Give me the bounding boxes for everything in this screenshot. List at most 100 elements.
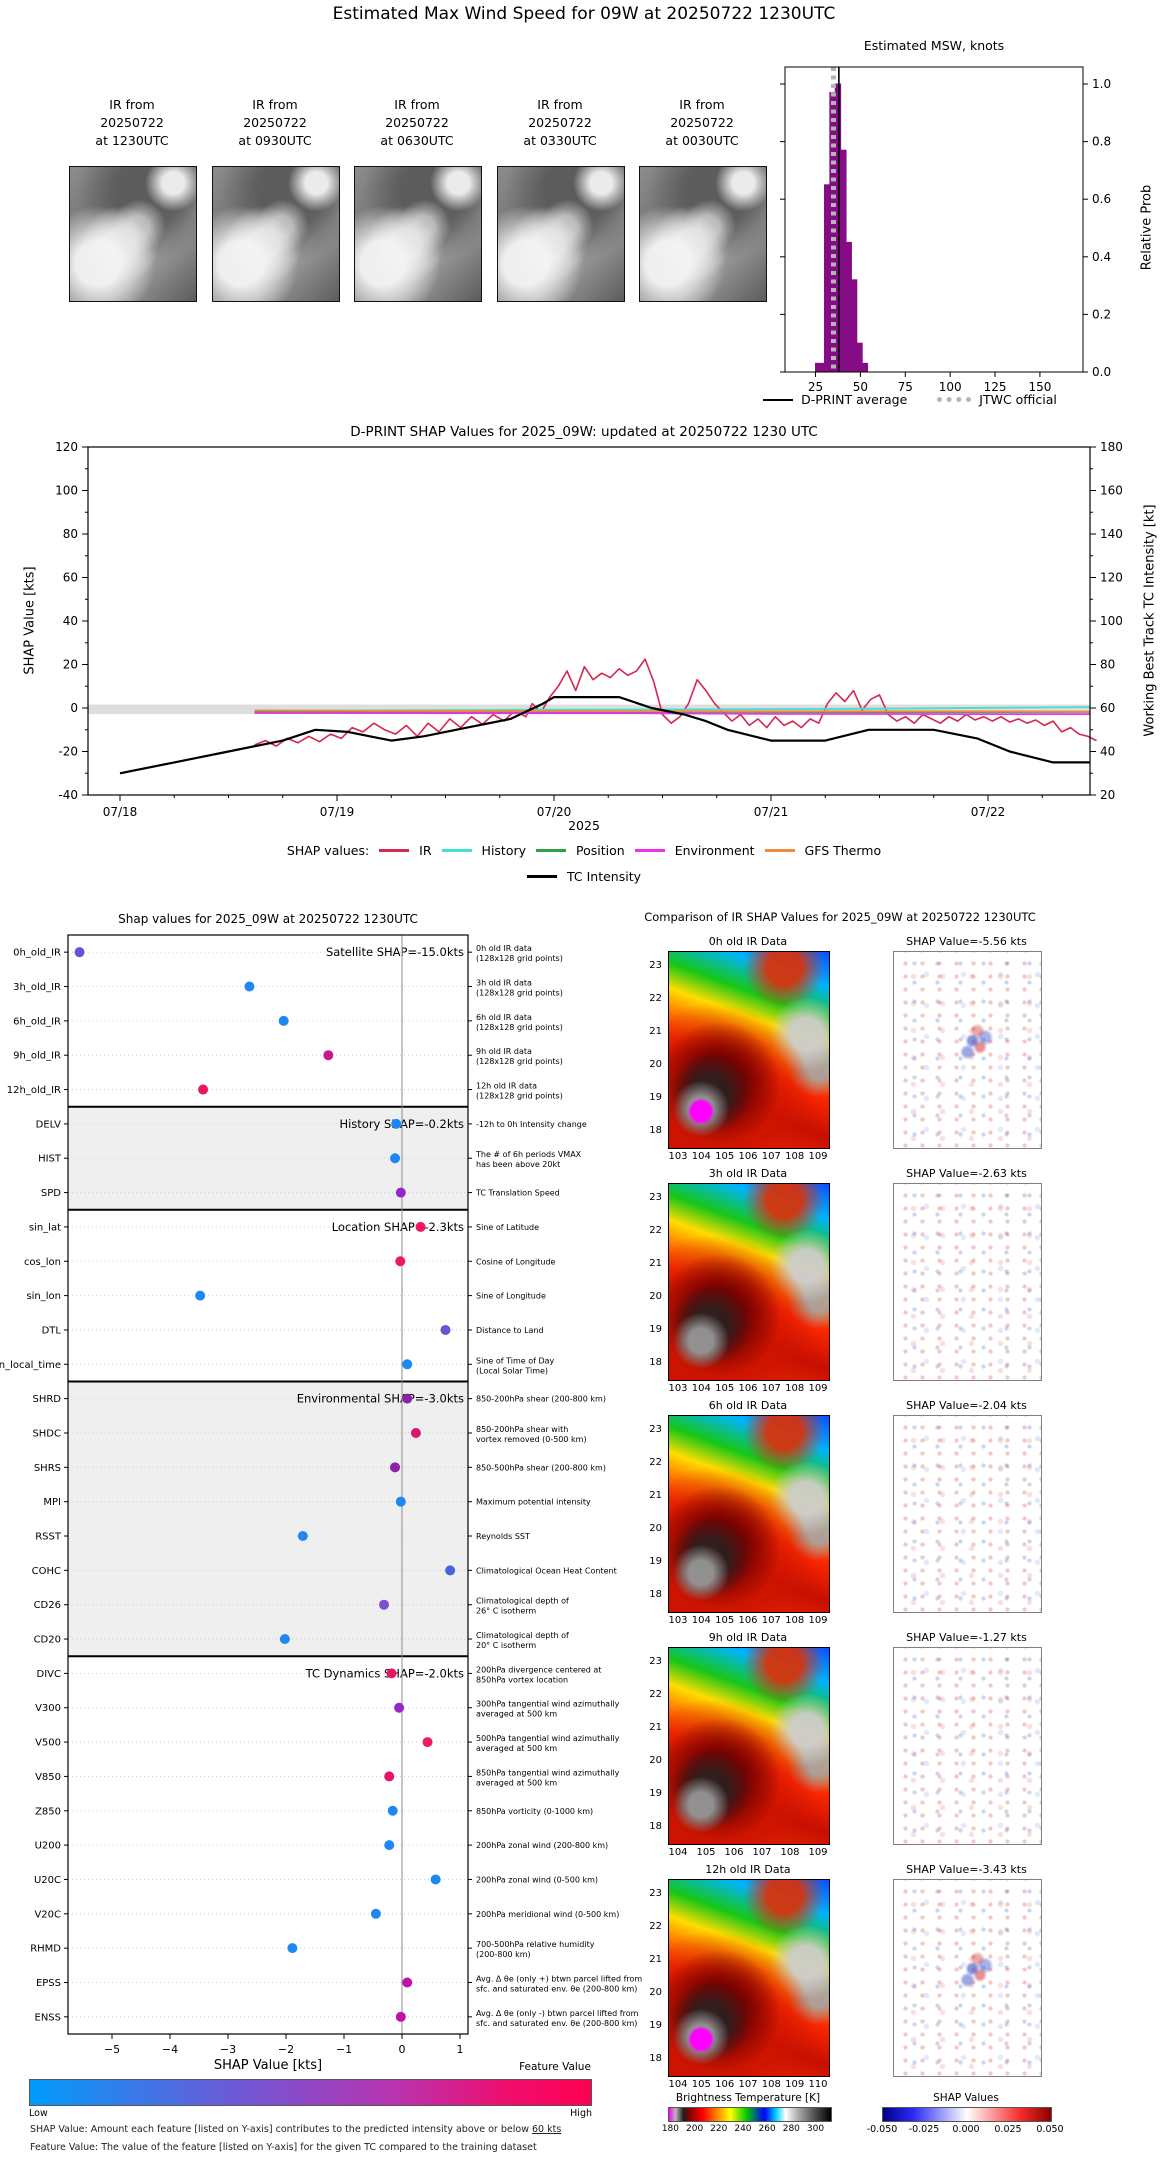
feature-label: SHRS (34, 1463, 61, 1474)
feature-label: U200 (35, 1841, 61, 1852)
feature-description: Avg. Δ θe (only -) btwn parcel lifted fr… (476, 2009, 639, 2018)
feature-label: 3h_old_IR (13, 982, 61, 993)
x-tick-label: −1 (336, 2043, 352, 2056)
feature-label: RSST (35, 1532, 62, 1543)
feature-label: CD26 (34, 1600, 61, 1611)
shap-dot-SHDC (410, 1427, 421, 1438)
section-header: TC Dynamics SHAP=-2.0kts (305, 1666, 464, 1680)
bt-tick-label: 240 (734, 2124, 752, 2134)
shapcb-tick-label: -0.025 (908, 2124, 940, 2135)
shap-dot-DIVC (386, 1668, 397, 1679)
lon-tick-label: 107 (738, 2079, 758, 2090)
feature-label: SHRD (32, 1394, 61, 1405)
feature-description: 850hPa vortex location (476, 1675, 568, 1684)
feature-description: averaged at 500 km (476, 1710, 557, 1719)
shap-dot-SHRS (390, 1462, 401, 1473)
series-environment (254, 712, 1090, 716)
shap-panel-title: SHAP Value=-5.56 kts (906, 935, 1027, 948)
feature-description: (Local Solar Time) (476, 1366, 548, 1375)
page-title: Estimated Max Wind Speed for 09W at 2025… (332, 4, 836, 24)
feature-description: 20° C isotherm (476, 1641, 536, 1650)
feature-label: sin_local_time (0, 1360, 61, 1371)
feature-description: averaged at 500 km (476, 1744, 557, 1753)
ir-panel-title: 3h old IR Data (708, 1167, 788, 1180)
feature-label: sin_lon (26, 1291, 61, 1302)
feature-label: cos_lon (24, 1257, 61, 1268)
left-tick-label: 80 (63, 527, 78, 541)
colorbar-high-label: High (570, 2108, 592, 2119)
legend-label: D-PRINT average (801, 392, 908, 407)
shap-dot-U20C (430, 1874, 441, 1885)
lon-tick-label: 107 (752, 1847, 772, 1858)
feature-label: V300 (35, 1703, 61, 1714)
histogram-title: Estimated MSW, knots (863, 38, 1005, 53)
ir-thumbnail-caption: IR from 20250722 at 0930UTC (238, 97, 312, 148)
lon-tick-label: 104 (691, 1151, 711, 1162)
feature-description: (200-800 km) (476, 1950, 531, 1959)
shap-dot-EPSS (402, 1977, 413, 1988)
feature-label: 6h_old_IR (13, 1016, 61, 1027)
x-tick-label: 150 (1028, 380, 1051, 394)
bt-tick-label: 180 (661, 2124, 680, 2134)
feature-label: V850 (35, 1772, 61, 1783)
x-tick-label: 125 (984, 380, 1007, 394)
legend-label: IR (419, 843, 432, 858)
ir-panel-title: 9h old IR Data (708, 1631, 788, 1644)
lon-tick-label: 106 (738, 1383, 758, 1394)
feature-description: 200hPa divergence centered at (476, 1665, 601, 1674)
lon-tick-label: 107 (761, 1151, 781, 1162)
histogram-bar (823, 184, 831, 373)
right-tick-label: 100 (1100, 614, 1123, 628)
ir-thumbnail-caption: IR from 20250722 at 0330UTC (523, 97, 597, 148)
y-tick-label: 0.6 (1092, 192, 1111, 206)
lon-tick-label: 106 (738, 1615, 758, 1626)
feature-label: COHC (32, 1566, 61, 1577)
date-tick-label: 07/19 (320, 805, 355, 819)
lon-tick-label: 104 (668, 2079, 688, 2090)
ir-thumbnail-caption: IR from 20250722 at 1230UTC (95, 97, 169, 148)
shap-panel-title: SHAP Value=-3.43 kts (906, 1863, 1027, 1876)
feature-label: U20C (34, 1875, 61, 1886)
legend-line-sample (526, 875, 557, 878)
feature-description: Cosine of Longitude (476, 1257, 556, 1266)
bt-tick-label: 300 (806, 2124, 825, 2134)
timeseries-legend-row2: TC Intensity (0, 869, 1168, 884)
feature-description: Avg. Δ θe (only +) btwn parcel lifted fr… (476, 1974, 642, 1983)
feature-description: Sine of Longitude (476, 1292, 546, 1301)
feature-label: 12h_old_IR (7, 1085, 61, 1096)
left-tick-label: -40 (58, 788, 78, 802)
lon-tick-label: 110 (808, 2079, 828, 2090)
y-tick-label: 0.8 (1092, 135, 1111, 149)
ir-thumbnail-strip: IR from 20250722 at 1230UTC IR from 2025072… (0, 96, 780, 306)
shap-dot-COHC (445, 1565, 456, 1576)
feature-description: Climatological Ocean Heat Content (476, 1566, 617, 1575)
lon-tick-label: 108 (785, 1383, 805, 1394)
feature-description: -12h to 0h Intensity change (476, 1120, 587, 1129)
x-tick-label: 50 (853, 380, 868, 394)
legend-line-sample (764, 849, 795, 852)
feature-description: sfc. and saturated env. θe (200-800 km) (476, 1984, 637, 1993)
legend-label: Environment (674, 843, 755, 858)
feature-description: Reynolds SST (476, 1532, 530, 1541)
shap-colorbar-title: SHAP Values (933, 2092, 999, 2104)
feature-description: 200hPa zonal wind (0-500 km) (476, 1875, 598, 1884)
feature-label: V20C (34, 1909, 61, 1920)
feature-label: SPD (41, 1188, 61, 1199)
bt-tick-label: 280 (782, 2124, 800, 2134)
histogram-bar (850, 279, 858, 373)
shap-dot-sin_local_time (402, 1359, 413, 1370)
feature-description: Sine of Latitude (476, 1223, 539, 1232)
y-tick-label: 1.0 (1092, 77, 1111, 91)
feature-description: 200hPa meridional wind (0-500 km) (476, 1910, 619, 1919)
ir-satellite-image (69, 166, 197, 302)
right-tick-label: 140 (1100, 527, 1123, 541)
shap-center-cluster (949, 1938, 1000, 2006)
timeseries-axes (87, 446, 1091, 796)
shapcb-tick-label: 0.025 (994, 2124, 1022, 2135)
feature-label: DIVC (37, 1669, 61, 1680)
feature-description: 300hPa tangential wind azimuthally (476, 1700, 620, 1709)
x-tick-label: 1 (457, 2043, 464, 2056)
section-header: Environmental SHAP=-3.0kts (297, 1392, 464, 1406)
x-tick-label: −2 (278, 2043, 294, 2056)
timeseries-ylabel-left: SHAP Value [kts] (22, 566, 38, 675)
